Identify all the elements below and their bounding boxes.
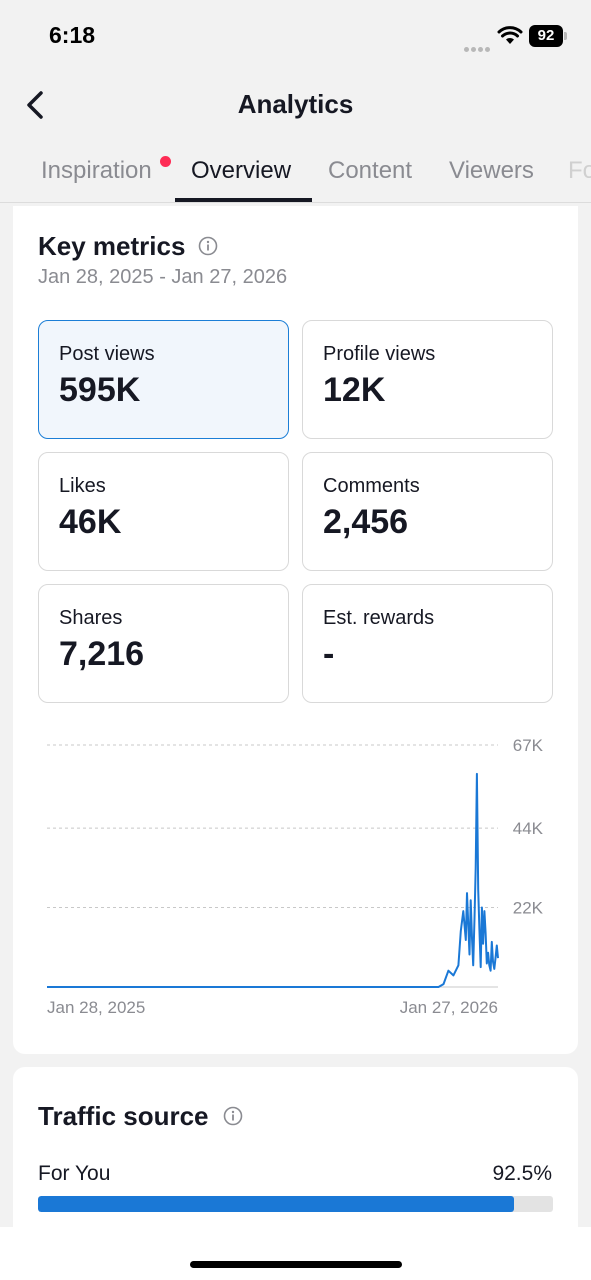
traffic-source-value: 92.5% bbox=[492, 1162, 552, 1185]
status-time: 6:18 bbox=[49, 22, 96, 48]
traffic-source-bar-fill bbox=[38, 1196, 515, 1212]
traffic-source-label: For You bbox=[38, 1162, 111, 1185]
key-metrics-title: Key metrics bbox=[38, 231, 186, 261]
post-views-line bbox=[47, 772, 499, 988]
metric-label: Comments bbox=[323, 475, 420, 497]
metric-tile-est-rewards[interactable]: Est. rewards - bbox=[302, 584, 553, 703]
metric-label: Shares bbox=[59, 607, 123, 629]
tab-viewers[interactable]: Viewers bbox=[449, 157, 534, 184]
metric-tile-comments[interactable]: Comments 2,456 bbox=[302, 452, 553, 571]
wifi-icon bbox=[497, 26, 523, 44]
status-bar: 6:18 92 bbox=[0, 0, 591, 70]
metric-label: Profile views bbox=[323, 343, 436, 365]
traffic-source-bar bbox=[38, 1196, 553, 1212]
home-indicator[interactable] bbox=[190, 1261, 402, 1268]
post-views-chart[interactable]: 67K 44K 22K Jan 28, 2025 Jan 27, 2026 bbox=[13, 726, 578, 1026]
metric-label: Est. rewards bbox=[323, 607, 435, 629]
tab-overview[interactable]: Overview bbox=[191, 157, 292, 184]
metric-tile-shares[interactable]: Shares 7,216 bbox=[38, 584, 289, 703]
y-tick-label: 44K bbox=[513, 819, 544, 838]
metric-value: 2,456 bbox=[323, 503, 409, 541]
y-tick-label: 22K bbox=[513, 899, 544, 918]
battery-icon: 92 bbox=[529, 25, 567, 47]
battery-level: 92 bbox=[529, 25, 563, 47]
info-icon[interactable] bbox=[223, 1106, 243, 1126]
traffic-source-card: Traffic source For You 92.5% bbox=[13, 1067, 578, 1227]
x-tick-label: Jan 27, 2026 bbox=[400, 998, 498, 1017]
metric-value: 595K bbox=[59, 371, 141, 409]
active-tab-indicator bbox=[175, 198, 312, 202]
metric-value: - bbox=[323, 635, 335, 673]
metric-label: Likes bbox=[59, 475, 106, 497]
tab-inspiration[interactable]: Inspiration bbox=[41, 157, 152, 184]
traffic-source-title: Traffic source bbox=[38, 1101, 209, 1131]
info-icon[interactable] bbox=[198, 236, 218, 256]
metric-value: 12K bbox=[323, 371, 386, 409]
metric-tile-likes[interactable]: Likes 46K bbox=[38, 452, 289, 571]
y-tick-label: 67K bbox=[513, 736, 544, 755]
metric-value: 46K bbox=[59, 503, 122, 541]
date-range: Jan 28, 2025 - Jan 27, 2026 bbox=[38, 266, 288, 288]
nav-header: Analytics bbox=[0, 72, 591, 136]
metric-label: Post views bbox=[59, 343, 155, 365]
metric-tile-post-views[interactable]: Post views 595K bbox=[38, 320, 289, 439]
tab-bar: Inspiration Overview Content Viewers Fo bbox=[0, 140, 591, 203]
tab-content[interactable]: Content bbox=[328, 157, 413, 184]
page-title: Analytics bbox=[237, 89, 354, 119]
bottom-area bbox=[0, 1227, 591, 1280]
x-tick-label: Jan 28, 2025 bbox=[47, 998, 145, 1017]
back-arrow-icon[interactable] bbox=[22, 88, 50, 122]
metric-value: 7,216 bbox=[59, 635, 145, 673]
cellular-signal-icon bbox=[464, 39, 492, 52]
notification-dot bbox=[160, 156, 171, 167]
metric-tile-profile-views[interactable]: Profile views 12K bbox=[302, 320, 553, 439]
key-metrics-card: Key metrics Jan 28, 2025 - Jan 27, 2026 … bbox=[13, 206, 578, 1054]
tab-followers[interactable]: Fo bbox=[568, 157, 591, 184]
